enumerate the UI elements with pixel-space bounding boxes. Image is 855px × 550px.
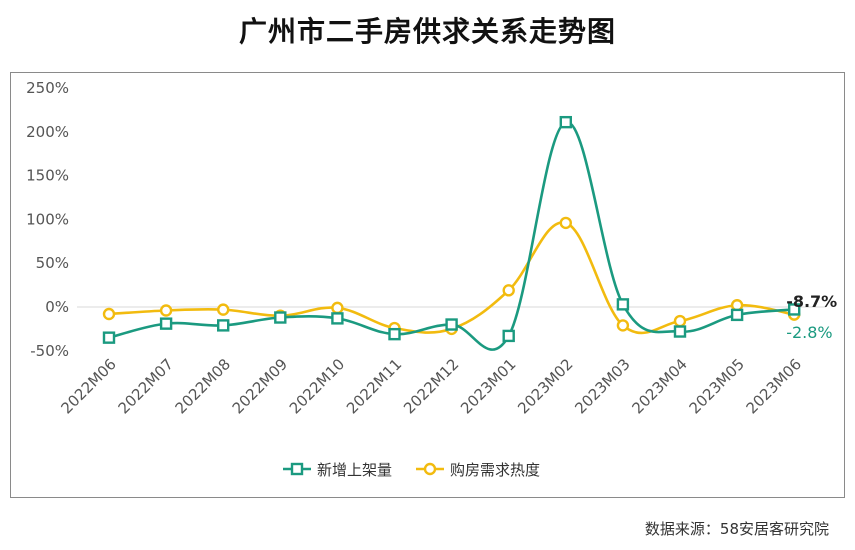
x-tick-label: 2022M10 — [286, 355, 348, 417]
demand-point — [616, 319, 630, 332]
x-tick-label: 2023M02 — [514, 355, 576, 417]
supply-point — [274, 311, 287, 324]
x-tick-label: 2023M04 — [628, 355, 690, 417]
demand-point — [502, 284, 515, 297]
x-tick-label: 2023M01 — [457, 355, 519, 417]
demand-point — [559, 216, 572, 230]
supply-point — [730, 308, 744, 322]
supply-point — [788, 303, 801, 316]
supply-series-line — [108, 120, 795, 351]
supply-point — [673, 325, 687, 338]
data-source: 数据来源：58安居客研究院 — [644, 520, 829, 538]
x-tick-label: 2023M03 — [571, 355, 633, 417]
demand-point — [159, 304, 173, 317]
demand-point — [673, 314, 687, 328]
legend-demand-marker — [423, 462, 437, 476]
supply-point — [388, 327, 401, 341]
supply-point — [445, 318, 458, 331]
y-tick-label: 100% — [26, 210, 69, 228]
supply-point — [616, 298, 630, 311]
x-tick-label: 2022M08 — [172, 355, 234, 417]
supply-point — [502, 329, 515, 343]
end-labels: -8.7% -2.8% — [786, 292, 837, 342]
demand-point — [331, 301, 344, 315]
chart-title: 广州市二手房供求关系走势图 — [238, 15, 616, 48]
supply-point — [216, 319, 230, 332]
legend-supply-marker — [290, 462, 304, 476]
supply-point — [331, 312, 344, 325]
y-tick-label: 0% — [45, 298, 69, 316]
supply-point — [102, 331, 116, 344]
legend-demand-label: 购房需求热度 — [450, 461, 540, 479]
supply-end-label: -2.8% — [786, 323, 832, 342]
y-tick-label: 50% — [36, 254, 69, 272]
y-axis: -50% 0% 50% 100% 150% 200% 250% — [26, 79, 826, 360]
y-tick-label: -50% — [30, 342, 69, 360]
line-chart: -50% 0% 50% 100% 150% 200% 250% 2022M062022M07… — [26, 79, 837, 479]
supply-point — [159, 317, 173, 330]
demand-series-line — [108, 221, 795, 335]
x-tick-label: 2022M12 — [400, 355, 462, 417]
x-axis: 2022M062022M072022M082022M092022M102022M… — [57, 355, 805, 417]
x-tick-label: 2022M07 — [115, 355, 177, 417]
chart-legend: 新增上架量 购房需求热度 — [283, 461, 540, 479]
x-tick-label: 2023M05 — [686, 355, 748, 417]
y-tick-label: 150% — [26, 167, 69, 185]
demand-point — [216, 303, 230, 316]
supply-point — [559, 115, 572, 129]
x-tick-label: 2023M06 — [743, 355, 805, 417]
demand-end-label: -8.7% — [786, 292, 837, 311]
x-tick-label: 2022M09 — [229, 355, 291, 417]
x-tick-label: 2022M06 — [57, 355, 119, 417]
demand-point — [102, 307, 116, 321]
x-tick-label: 2022M11 — [343, 355, 405, 417]
y-tick-label: 250% — [26, 79, 69, 97]
chart-frame: -50% 0% 50% 100% 150% 200% 250% 2022M06 2022M07… — [10, 72, 845, 498]
legend-supply-label: 新增上架量 — [317, 461, 392, 479]
series-layer — [102, 115, 801, 351]
y-tick-label: 200% — [26, 123, 69, 141]
